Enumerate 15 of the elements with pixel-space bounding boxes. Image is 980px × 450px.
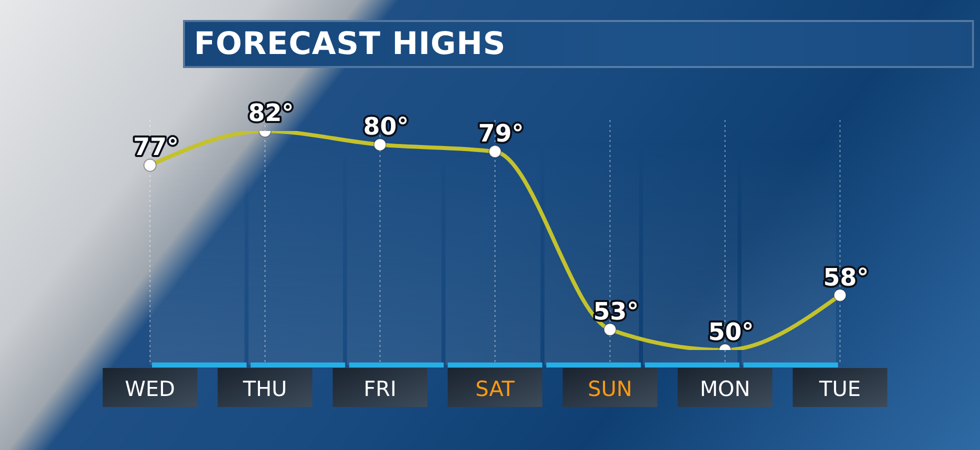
- x-tick-label: WED: [124, 377, 176, 401]
- data-label: 79°: [478, 120, 524, 148]
- data-label: 80°: [363, 112, 409, 141]
- x-tick-label: SUN: [588, 377, 632, 401]
- x-tick-label: TUE: [818, 377, 861, 401]
- data-label: 82°: [248, 99, 294, 127]
- data-label: 77°: [133, 133, 179, 162]
- x-tick-label: MON: [700, 377, 750, 401]
- x-tick-label: SAT: [475, 377, 515, 401]
- x-tick-label: THU: [242, 377, 287, 401]
- data-label: 53°: [593, 297, 639, 326]
- x-tick-label: FRI: [364, 377, 396, 401]
- data-label: 50°: [708, 318, 754, 346]
- chart-title: FORECAST HIGHS: [194, 26, 506, 62]
- data-label: 58°: [823, 263, 869, 292]
